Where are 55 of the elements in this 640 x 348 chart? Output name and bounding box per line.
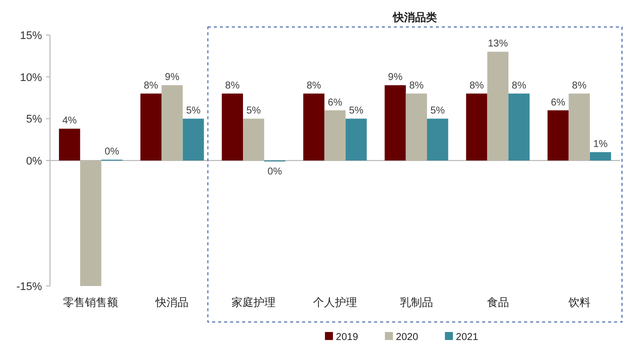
bar — [140, 94, 162, 160]
x-tick-label: 家庭护理 — [232, 296, 276, 309]
bar — [406, 94, 428, 160]
bar — [590, 152, 612, 160]
data-label: 5% — [186, 106, 201, 117]
data-label: 5% — [430, 106, 445, 117]
bar — [548, 110, 569, 160]
y-tick-label: -15% — [16, 281, 42, 293]
data-label: 5% — [246, 106, 261, 117]
data-label: 5% — [348, 106, 364, 117]
data-label: 0% — [268, 166, 282, 178]
data-label: 6% — [550, 97, 566, 108]
data-label: 8% — [306, 80, 322, 92]
x-tick-label: 快消品 — [154, 296, 189, 309]
data-label: 8% — [225, 80, 240, 92]
y-tick-label: 0% — [26, 156, 42, 168]
data-label: 8% — [512, 80, 526, 92]
data-label: 8% — [409, 80, 424, 92]
bar — [346, 118, 367, 160]
bar — [58, 128, 80, 160]
data-label: 0% — [104, 146, 120, 158]
data-label: 1% — [593, 139, 608, 150]
bar — [466, 94, 488, 160]
bar — [508, 94, 530, 160]
text: 快消品类 — [392, 11, 437, 24]
data-label: 9% — [388, 72, 403, 84]
bar — [384, 85, 406, 160]
data-label: 4% — [62, 116, 77, 127]
legend-label: 2021 — [456, 332, 479, 343]
data-label: 9% — [164, 72, 180, 84]
data-label: 13% — [488, 38, 508, 50]
bar — [303, 94, 324, 160]
x-tick-label: 乳制品 — [400, 296, 433, 309]
y-tick-label: 15% — [20, 30, 42, 42]
bar — [324, 110, 346, 160]
x-tick-label: 饮料 — [567, 296, 590, 309]
data-label: 8% — [144, 80, 158, 92]
bar — [182, 118, 204, 160]
bar — [242, 118, 264, 160]
y-tick-label: 10% — [20, 72, 42, 84]
legend-label: 2019 — [336, 332, 359, 343]
data-label: 6% — [328, 97, 342, 108]
x-tick-label: 零售销售额 — [63, 296, 118, 309]
x-tick-label: 个人护理 — [313, 296, 357, 309]
data-label: 8% — [469, 80, 484, 92]
bar — [162, 85, 183, 160]
bar — [568, 94, 590, 160]
bar — [222, 94, 243, 160]
bar — [487, 52, 508, 160]
x-tick-label: 食品 — [486, 297, 509, 309]
data-label: 8% — [572, 80, 587, 92]
y-tick-label: 5% — [26, 114, 42, 126]
legend-label: 2020 — [396, 332, 419, 343]
bar — [427, 118, 448, 160]
bar — [80, 160, 102, 286]
